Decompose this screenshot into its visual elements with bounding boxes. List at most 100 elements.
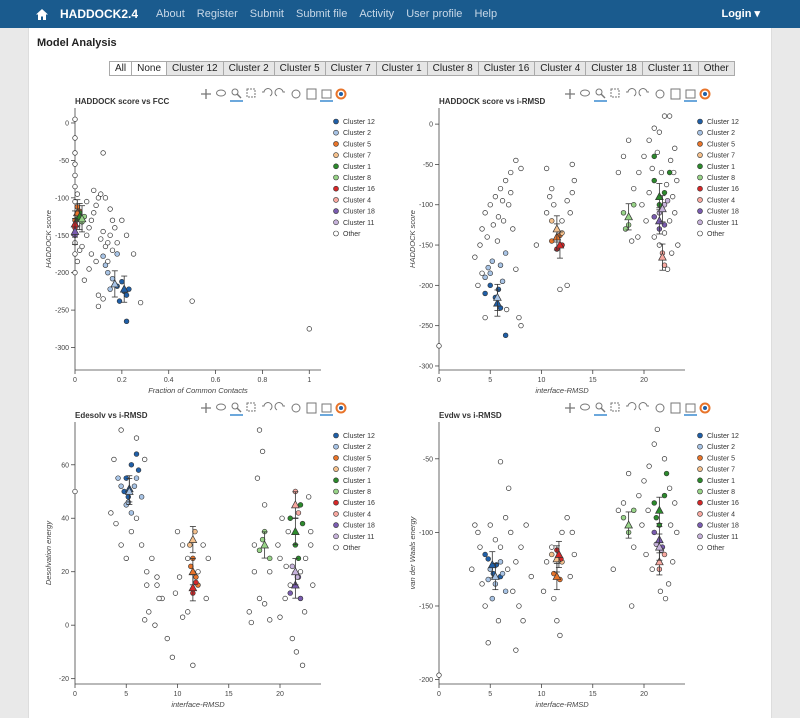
legend-swatch[interactable] (333, 533, 339, 540)
legend-item-cluster-16[interactable]: Cluster 16 (343, 186, 375, 193)
point-other[interactable] (520, 618, 526, 624)
legend-item-cluster-2[interactable]: Cluster 2 (707, 444, 735, 451)
point-other[interactable] (665, 581, 672, 587)
point-other[interactable] (482, 210, 488, 216)
point-other[interactable] (251, 542, 258, 548)
undo-icon[interactable] (262, 88, 273, 97)
point-other[interactable] (675, 242, 681, 248)
point-other[interactable] (279, 515, 285, 521)
legend-swatch[interactable] (697, 118, 703, 125)
point-cluster-8[interactable] (256, 547, 263, 554)
point-other[interactable] (649, 566, 655, 572)
save-icon[interactable] (670, 402, 681, 414)
point-other[interactable] (670, 194, 676, 200)
point-other[interactable] (128, 528, 135, 535)
point-other[interactable] (299, 662, 306, 668)
point-other[interactable] (306, 326, 312, 332)
box-select-icon[interactable] (246, 88, 256, 98)
point-other[interactable] (649, 165, 655, 172)
centroid-cluster-1[interactable] (290, 526, 300, 535)
point-other[interactable] (543, 559, 550, 565)
point-other[interactable] (113, 520, 119, 527)
point-other[interactable] (651, 441, 657, 447)
centroid-cluster-2[interactable] (493, 292, 502, 301)
point-other[interactable] (205, 555, 211, 561)
legend-swatch[interactable] (333, 163, 339, 170)
point-cluster-1[interactable] (651, 153, 657, 160)
legend-swatch[interactable] (697, 174, 703, 181)
point-cluster-2[interactable] (482, 274, 488, 280)
legend-item-cluster-7[interactable]: Cluster 7 (343, 467, 371, 474)
point-other[interactable] (500, 218, 507, 224)
nav-link-activity[interactable]: Activity (359, 8, 395, 20)
point-other[interactable] (629, 603, 635, 609)
legend-item-cluster-12[interactable]: Cluster 12 (343, 433, 375, 440)
point-other[interactable] (674, 177, 680, 184)
legend-item-cluster-5[interactable]: Cluster 5 (707, 141, 735, 148)
point-other[interactable] (138, 542, 145, 548)
point-cluster-2[interactable] (502, 250, 509, 256)
filter-cluster-8[interactable]: Cluster 8 (426, 61, 479, 76)
point-other[interactable] (310, 582, 316, 588)
legend-item-cluster-4[interactable]: Cluster 4 (707, 197, 735, 204)
legend-swatch[interactable] (333, 544, 339, 551)
point-other[interactable] (523, 522, 529, 528)
legend-swatch[interactable] (333, 432, 339, 439)
legend-swatch[interactable] (333, 477, 339, 484)
point-other[interactable] (477, 544, 483, 550)
point-other[interactable] (72, 488, 78, 495)
point-other[interactable] (506, 202, 512, 208)
reset-icon[interactable] (655, 403, 665, 413)
box-select-icon[interactable] (610, 88, 620, 98)
point-other[interactable] (518, 323, 524, 329)
point-other[interactable] (636, 492, 642, 499)
legend-swatch[interactable] (697, 432, 703, 439)
centroid-cluster-8[interactable] (260, 540, 270, 549)
point-other[interactable] (636, 169, 642, 176)
point-cluster-2[interactable] (489, 595, 496, 602)
point-other[interactable] (154, 574, 160, 580)
point-other[interactable] (118, 427, 124, 433)
point-other[interactable] (248, 619, 254, 626)
point-other[interactable] (308, 528, 314, 535)
point-other[interactable] (492, 537, 499, 543)
point-other[interactable] (130, 251, 137, 257)
centroid-cluster-12[interactable] (487, 560, 497, 569)
centroid-cluster-1[interactable] (654, 191, 664, 201)
point-other[interactable] (654, 149, 660, 155)
point-cluster-2[interactable] (499, 570, 506, 577)
point-other[interactable] (472, 522, 478, 528)
point-other[interactable] (477, 242, 483, 248)
point-other[interactable] (508, 529, 514, 536)
point-cluster-2[interactable] (128, 510, 135, 516)
point-cluster-18[interactable] (297, 595, 304, 602)
point-other[interactable] (88, 217, 95, 223)
point-cluster-18[interactable] (287, 590, 293, 596)
point-other[interactable] (567, 210, 573, 216)
legend-item-cluster-16[interactable]: Cluster 16 (707, 186, 739, 193)
point-cluster-7[interactable] (187, 542, 193, 548)
point-other[interactable] (81, 277, 88, 283)
legend-swatch[interactable] (697, 230, 703, 237)
legend-swatch[interactable] (697, 185, 703, 192)
point-other[interactable] (482, 314, 488, 321)
legend-item-other[interactable]: Other (343, 545, 361, 552)
legend-swatch[interactable] (333, 522, 339, 528)
legend-item-cluster-18[interactable]: Cluster 18 (343, 209, 375, 216)
point-other[interactable] (513, 157, 519, 164)
point-other[interactable] (661, 456, 668, 462)
legend-item-cluster-11[interactable]: Cluster 11 (343, 220, 374, 227)
login-dropdown[interactable]: Login ▾ (721, 8, 760, 20)
legend-item-cluster-12[interactable]: Cluster 12 (707, 433, 739, 440)
point-other[interactable] (156, 595, 162, 602)
point-other[interactable] (661, 230, 668, 236)
point-other[interactable] (185, 555, 191, 561)
legend-swatch[interactable] (697, 163, 703, 170)
point-other[interactable] (74, 191, 80, 197)
legend-item-cluster-11[interactable]: Cluster 11 (707, 220, 738, 227)
legend-item-cluster-2[interactable]: Cluster 2 (343, 130, 371, 137)
point-other[interactable] (302, 555, 309, 561)
centroid-cluster-7[interactable] (552, 224, 562, 233)
legend-item-cluster-11[interactable]: Cluster 11 (343, 534, 374, 541)
hover-icon[interactable] (320, 89, 333, 102)
